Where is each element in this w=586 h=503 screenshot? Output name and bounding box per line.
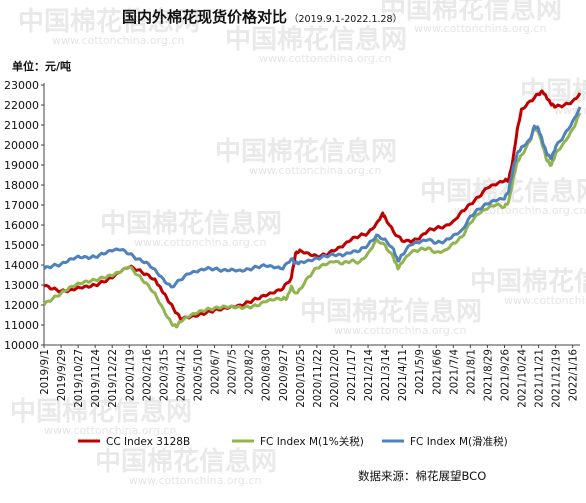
series-layer	[42, 89, 582, 329]
y-tick-label: 19000	[4, 159, 39, 172]
series-line	[42, 112, 582, 329]
watermark-url: www.cottonchina.org.cn	[44, 424, 176, 437]
y-axis: 10000 11000 12000 13000 14000 15000 16000 17000…	[4, 79, 45, 352]
y-tick-label: 11000	[4, 319, 39, 332]
legend-label: FC Index M(1%关税)	[260, 435, 364, 448]
watermark-url: www.cottonchina.org.cn	[414, 22, 546, 35]
x-tick-label: 2019/10/27	[74, 349, 85, 408]
y-tick-label: 14000	[4, 259, 39, 272]
y-tick-label: 23000	[4, 79, 39, 92]
y-tick-label: 16000	[4, 219, 39, 232]
x-tick-label: 2020/12/20	[330, 349, 341, 408]
x-tick-label: 2021/6/6	[432, 349, 443, 395]
x-tick-label: 2020/7/5	[228, 349, 239, 395]
x-tick-label: 2020/8/30	[262, 349, 273, 401]
watermark-text: 中国棉花信息网	[225, 24, 407, 55]
legend: CC Index 3128B FC Index M(1%关税) FC Index M…	[78, 435, 508, 448]
x-tick-label: 2022/1/16	[569, 349, 580, 401]
watermark-text: 中国棉花信息网	[380, 0, 562, 25]
x-tick-label: 2020/10/25	[296, 349, 307, 408]
watermark-url: www.cottonchina.org.cn	[334, 324, 466, 337]
x-tick-label: 2019/9/1	[40, 349, 51, 395]
watermark-text: 中国棉花信息网	[100, 208, 282, 239]
x-tick-label: 2021/11/21	[535, 349, 546, 408]
watermark-url: www.cottonchina.org.cn	[259, 52, 391, 65]
watermark-text: 中国棉花信息网	[95, 446, 277, 477]
x-tick-label: 2020/5/10	[193, 349, 204, 401]
y-tick-label: 18000	[4, 179, 39, 192]
x-tick-label: 2021/8/29	[483, 349, 494, 401]
watermark-url: www.cottonchina.org.cn	[52, 34, 184, 47]
y-tick-label: 21000	[4, 119, 39, 132]
x-tick-label: 2020/2/16	[142, 349, 153, 401]
y-tick-label: 10000	[4, 339, 39, 352]
x-tick-label: 2021/2/14	[364, 349, 375, 401]
x-tick-label: 2021/10/24	[518, 349, 529, 408]
watermark-text: 中国棉花信息网	[300, 296, 482, 327]
y-tick-label: 12000	[4, 299, 39, 312]
watermark-url: www.cottonchina.org.cn	[504, 294, 586, 307]
x-tick-label: 2020/8/2	[245, 349, 256, 395]
x-tick-label: 2019/12/22	[108, 349, 119, 408]
x-tick-label: 2021/3/14	[381, 349, 392, 401]
x-tick-label: 2021/4/11	[398, 349, 409, 401]
y-tick-label: 22000	[4, 99, 39, 112]
x-tick-label: 2020/11/22	[313, 349, 324, 408]
x-tick-label: 2019/9/29	[57, 349, 68, 401]
x-tick-label: 2019/11/24	[91, 349, 102, 408]
x-tick-label: 2021/1/17	[347, 349, 358, 401]
y-tick-label: 17000	[4, 199, 39, 212]
watermark-url: www.cottonchina.org.cn	[134, 236, 266, 249]
x-tick-label: 2020/3/15	[159, 349, 170, 401]
watermark-url: www.cottonchina.org.cn	[129, 474, 261, 487]
series-line	[42, 106, 582, 289]
watermark-url: www.cottonchina.org.cn	[249, 164, 381, 177]
watermark-text: 中国棉花信息网	[10, 396, 192, 427]
x-tick-label: 2021/5/9	[415, 349, 426, 395]
unit-label: 单位：元/吨	[12, 59, 71, 73]
x-tick-label: 2020/1/19	[125, 349, 136, 401]
x-tick-label: 2020/9/27	[279, 349, 290, 401]
y-tick-label: 20000	[4, 139, 39, 152]
x-tick-label: 2021/8/1	[466, 349, 477, 395]
watermark-text: 中国棉花信息网	[470, 266, 586, 297]
x-tick-label: 2021/9/26	[500, 349, 511, 401]
x-tick-label: 2020/6/7	[211, 349, 222, 395]
legend-label: FC Index M(滑准税)	[410, 435, 508, 448]
y-tick-label: 13000	[4, 279, 39, 292]
legend-label: CC Index 3128B	[106, 436, 190, 448]
chart-title: 国内外棉花现货价格对比 （2019.9.1-2022.1.28）	[122, 8, 402, 26]
x-tick-label: 2021/12/19	[552, 349, 563, 408]
watermark-text: 中国棉花信息网	[18, 6, 200, 37]
watermark-text: 中国棉花信息网	[215, 136, 397, 167]
x-axis: 2019/9/1 2019/9/29 2019/10/27 2019/11/24 201…	[40, 344, 580, 408]
x-tick-label: 2020/4/12	[176, 349, 187, 401]
source-note: 数据来源：棉花展望BCO	[358, 469, 486, 483]
y-tick-label: 15000	[4, 239, 39, 252]
x-tick-label: 2021/7/4	[449, 349, 460, 395]
